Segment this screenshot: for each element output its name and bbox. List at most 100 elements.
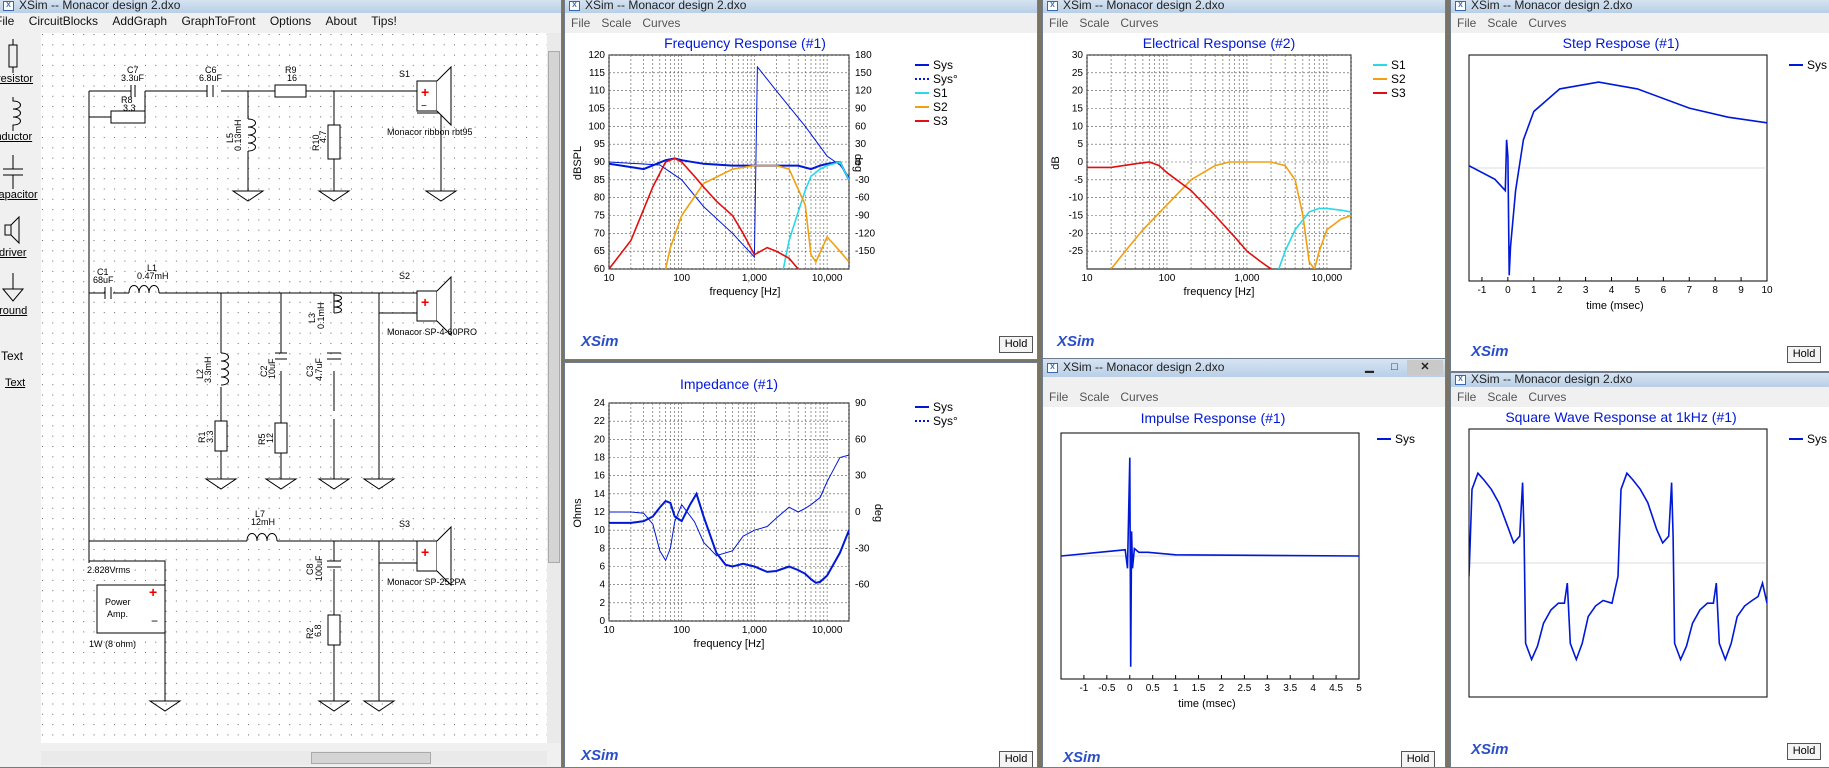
xsim-logo: XSim xyxy=(1063,749,1101,766)
y-tick-label: 5 xyxy=(1077,139,1083,150)
menu-curves[interactable]: Curves xyxy=(1528,390,1567,404)
hold-button[interactable]: Hold xyxy=(1787,346,1821,363)
s2-driver[interactable]: + xyxy=(416,275,452,337)
menu-circuitblocks[interactable]: CircuitBlocks xyxy=(28,14,99,28)
legend-label: S1 xyxy=(1391,58,1406,72)
r1-body[interactable] xyxy=(214,420,228,452)
svg-text:Amp.: Amp. xyxy=(107,609,128,619)
r10-body[interactable] xyxy=(327,124,341,160)
horizontal-scrollbar[interactable] xyxy=(41,751,547,765)
part-r5: R5 xyxy=(257,433,267,445)
palette-text[interactable]: Text xyxy=(1,349,24,363)
menu-options[interactable]: Options xyxy=(269,14,312,28)
r8-body[interactable] xyxy=(110,110,146,124)
svg-text:Monacor ribbon rbt95: Monacor ribbon rbt95 xyxy=(387,127,473,137)
graph-title-bar[interactable]: X XSim -- Monacor design 2.dxo xyxy=(1451,373,1829,387)
impedance-chart: Impedance (#1)10 100 1,000 10,0002422201816… xyxy=(565,363,1037,767)
chart-title: Impedance (#1) xyxy=(680,376,778,392)
circuit-title-bar[interactable]: X XSim -- Monacor design 2.dxo xyxy=(0,0,561,13)
part-s3: S3 xyxy=(399,519,410,529)
graph-menu-bar: File Scale Curves xyxy=(565,15,1037,32)
legend-label: Sys° xyxy=(933,72,958,86)
xsim-logo: XSim xyxy=(1057,333,1095,350)
graph-title-bar[interactable]: X XSim -- Monacor design 2.dxo xyxy=(1043,0,1445,13)
part-l5: L5 xyxy=(225,133,235,143)
part-s2: S2 xyxy=(399,271,410,281)
y-tick-label: 75 xyxy=(594,211,606,222)
menu-file[interactable]: File xyxy=(1457,16,1477,30)
menu-curves[interactable]: Curves xyxy=(1120,16,1159,30)
menu-file[interactable]: File xyxy=(1049,390,1069,404)
svg-text:3.3: 3.3 xyxy=(123,103,136,113)
hold-button[interactable]: Hold xyxy=(999,336,1033,353)
menu-file[interactable]: File xyxy=(1049,16,1069,30)
frequency-response-window: X XSim -- Monacor design 2.dxo File Scale C… xyxy=(564,0,1038,360)
menu-curves[interactable]: Curves xyxy=(1120,390,1159,404)
vertical-scrollbar[interactable] xyxy=(547,33,561,743)
hold-button[interactable]: Hold xyxy=(999,751,1033,767)
maximize-icon[interactable]: □ xyxy=(1391,361,1398,373)
legend-label: S3 xyxy=(933,114,948,128)
y-axis-label: dBSPL xyxy=(572,146,584,180)
svg-text:16: 16 xyxy=(287,73,297,83)
palette-capacitor[interactable]: capacitor xyxy=(0,155,38,203)
speaker-icon xyxy=(4,215,20,245)
minimize-icon[interactable]: ▁ xyxy=(1365,361,1374,373)
hold-button[interactable]: Hold xyxy=(1401,751,1435,767)
menu-scale[interactable]: Scale xyxy=(1487,16,1518,30)
series-line-sys xyxy=(1469,81,1767,276)
x-tick-label: -1 xyxy=(1079,683,1088,694)
menu-file[interactable]: File xyxy=(1457,390,1477,404)
hold-button[interactable]: Hold xyxy=(1787,743,1821,760)
part-r2: R2 xyxy=(305,627,315,639)
x-tick-label: 8 xyxy=(1712,285,1718,296)
series-line-sys xyxy=(1469,471,1767,662)
menu-about[interactable]: About xyxy=(325,14,357,28)
impulse-response-window: X XSim -- Monacor design 2.dxo ▁ □ ✕ File Sc… xyxy=(1042,358,1446,768)
menu-tips[interactable]: Tips! xyxy=(371,14,397,28)
svg-text:Monacor SP-252PA: Monacor SP-252PA xyxy=(387,577,466,587)
part-r8: R8 xyxy=(121,95,133,105)
s3-driver[interactable]: + xyxy=(416,525,452,587)
x-tick-label: 0 xyxy=(1505,285,1511,296)
s1-driver[interactable]: +− xyxy=(416,65,452,127)
r5-body[interactable] xyxy=(274,422,288,454)
svg-text:+: + xyxy=(421,294,429,310)
palette-ground[interactable]: ground xyxy=(0,271,37,319)
graph-title-bar[interactable]: X XSim -- Monacor design 2.dxo xyxy=(1451,0,1829,13)
menu-curves[interactable]: Curves xyxy=(1528,16,1567,30)
r9-body[interactable] xyxy=(274,84,307,98)
menu-scale[interactable]: Scale xyxy=(1079,16,1110,30)
y2-tick-label: 0 xyxy=(855,507,861,518)
graph-title-bar[interactable]: X XSim -- Monacor design 2.dxo xyxy=(1043,359,1445,377)
palette-resistor[interactable]: resistor xyxy=(0,39,37,87)
y2-tick-label: 30 xyxy=(855,471,867,482)
palette-driver[interactable]: driver xyxy=(0,213,37,261)
r2-body[interactable] xyxy=(327,614,341,646)
x-tick-label: 100 xyxy=(673,273,690,284)
graph-title-bar[interactable]: X XSim -- Monacor design 2.dxo xyxy=(565,0,1037,13)
close-icon[interactable]: ✕ xyxy=(1407,360,1443,375)
menu-addgraph[interactable]: AddGraph xyxy=(112,14,168,28)
menu-curves[interactable]: Curves xyxy=(642,16,681,30)
menu-file[interactable]: File xyxy=(571,16,591,30)
x-tick-label: 1,000 xyxy=(742,273,767,284)
power-amp-box[interactable] xyxy=(96,584,166,634)
x-tick-label: 1,000 xyxy=(742,625,767,636)
y-tick-label: 30 xyxy=(1072,50,1084,61)
menu-graphtofront[interactable]: GraphToFront xyxy=(181,14,256,28)
menu-scale[interactable]: Scale xyxy=(1079,390,1110,404)
menu-scale[interactable]: Scale xyxy=(601,16,632,30)
legend-label: S1 xyxy=(933,86,948,100)
svg-text:3.3: 3.3 xyxy=(205,430,215,443)
x-tick-label: 5 xyxy=(1356,683,1362,694)
series-line-s1 xyxy=(782,161,849,269)
menu-scale[interactable]: Scale xyxy=(1487,390,1518,404)
x-tick-label: 9 xyxy=(1738,285,1744,296)
legend-label: Sys xyxy=(933,58,953,72)
palette-inductor[interactable]: inductor xyxy=(0,97,37,145)
x-tick-label: 3 xyxy=(1583,285,1589,296)
menu-file[interactable]: File xyxy=(0,14,15,28)
palette-text-link[interactable]: Text xyxy=(5,377,26,389)
